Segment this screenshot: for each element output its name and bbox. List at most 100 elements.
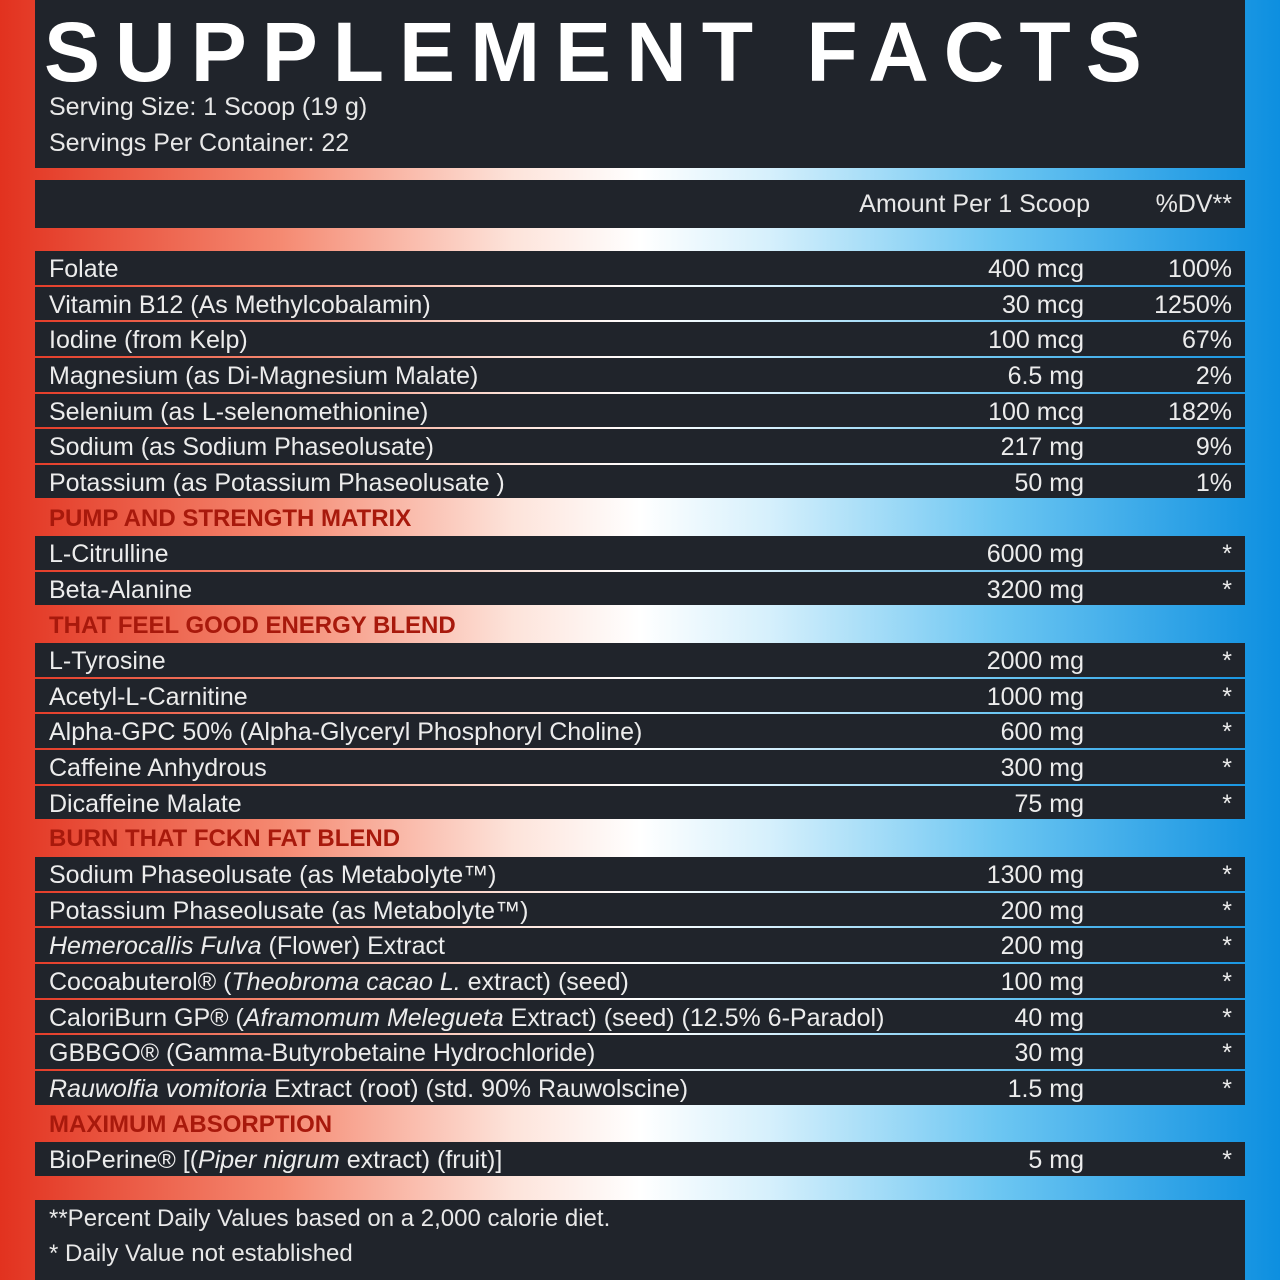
daily-value: 9% bbox=[1195, 433, 1232, 462]
ingredient-row: Beta-Alanine 3200 mg * bbox=[35, 571, 1245, 608]
daily-value: * bbox=[1222, 647, 1232, 676]
daily-value: * bbox=[1222, 1146, 1232, 1175]
ingredient-name: Hemerocallis Fulva (Flower) Extract bbox=[49, 928, 445, 964]
ingredient-row: Sodium (as Sodium Phaseolusate) 217 mg 9% bbox=[35, 429, 1245, 463]
amount: 400 mcg bbox=[988, 255, 1084, 283]
ingredient-name: GBBGO® (Gamma-Butyrobetaine Hydrochlorid… bbox=[49, 1035, 595, 1071]
amount: 3200 mg bbox=[986, 575, 1084, 604]
amount: 200 mg bbox=[1000, 932, 1084, 961]
section-row: BURN THAT FCKN FAT BLEND bbox=[35, 821, 1245, 855]
daily-value: 100% bbox=[1168, 255, 1232, 283]
name-part: Potassium Phaseolusate (as Metabolyte™) bbox=[49, 896, 529, 925]
ingredient-name: Sodium Phaseolusate (as Metabolyte™) bbox=[49, 857, 496, 893]
section-title: THAT FEEL GOOD ENERGY BLEND bbox=[49, 611, 456, 639]
ingredient-row: Dicaffeine Malate 75 mg * bbox=[35, 785, 1245, 820]
name-part: Acetyl-L-Carnitine bbox=[49, 682, 248, 711]
serving-size: Serving Size: 1 Scoop (19 g) bbox=[49, 93, 368, 121]
section-title: BURN THAT FCKN FAT BLEND bbox=[49, 825, 401, 853]
daily-value: 182% bbox=[1168, 397, 1232, 426]
ingredient-row: Acetyl-L-Carnitine 1000 mg * bbox=[35, 678, 1245, 715]
name-part: BioPerine® [( bbox=[49, 1146, 199, 1175]
daily-value: 1250% bbox=[1154, 290, 1232, 319]
section-title: PUMP AND STRENGTH MATRIX bbox=[49, 504, 412, 532]
daily-value: 2% bbox=[1195, 361, 1232, 390]
servings-per-container: Servings Per Container: 22 bbox=[49, 129, 350, 157]
daily-value: * bbox=[1222, 682, 1232, 711]
daily-value: * bbox=[1222, 1074, 1232, 1103]
dv-header: %DV** bbox=[1155, 190, 1232, 218]
amount-header: Amount Per 1 Scoop bbox=[859, 190, 1090, 218]
name-part: Extract) (seed) (12.5% 6-Paradol) bbox=[503, 1003, 885, 1032]
name-part: Dicaffeine Malate bbox=[49, 789, 242, 818]
amount: 600 mg bbox=[1000, 718, 1084, 747]
amount: 50 mg bbox=[1014, 468, 1084, 497]
ingredient-name: Cocoabuterol® (Theobroma cacao L. extrac… bbox=[49, 964, 629, 1000]
ingredient-row: Rauwolfia vomitoria Extract (root) (std.… bbox=[35, 1070, 1245, 1107]
daily-value: * bbox=[1222, 540, 1232, 569]
name-part: Sodium (as Sodium Phaseolusate) bbox=[49, 433, 434, 462]
daily-value: * bbox=[1222, 1039, 1232, 1068]
daily-value: 1% bbox=[1195, 468, 1232, 497]
title: SUPPLEMENT FACTS bbox=[44, 5, 1157, 99]
ingredient-name: Iodine (from Kelp) bbox=[49, 322, 248, 358]
daily-value: * bbox=[1222, 932, 1232, 961]
ingredient-name: Vitamin B12 (As Methylcobalamin) bbox=[49, 287, 431, 323]
amount: 30 mcg bbox=[1002, 290, 1084, 319]
name-part: Iodine (from Kelp) bbox=[49, 326, 248, 355]
header-row bbox=[35, 180, 1245, 228]
amount: 75 mg bbox=[1014, 789, 1084, 818]
ingredient-row: L-Tyrosine 2000 mg * bbox=[35, 643, 1245, 677]
daily-value: * bbox=[1222, 575, 1232, 604]
amount: 6000 mg bbox=[986, 540, 1084, 569]
footnote: **Percent Daily Values based on a 2,000 … bbox=[49, 1205, 611, 1232]
ingredient-name: Caffeine Anhydrous bbox=[49, 750, 267, 786]
name-part: Hemerocallis Fulva bbox=[49, 932, 262, 961]
amount: 100 mg bbox=[1000, 968, 1084, 996]
ingredient-row: Hemerocallis Fulva (Flower) Extract 200 m… bbox=[35, 928, 1245, 962]
ingredient-name: Rauwolfia vomitoria Extract (root) (std.… bbox=[49, 1071, 688, 1107]
amount: 300 mg bbox=[1000, 754, 1084, 783]
amount: 100 mcg bbox=[988, 326, 1084, 355]
amount: 1.5 mg bbox=[1007, 1074, 1084, 1103]
ingredient-name: Acetyl-L-Carnitine bbox=[49, 679, 248, 715]
name-part: Alpha-GPC 50% (Alpha-Glyceryl Phosphoryl… bbox=[49, 718, 643, 747]
section-row: PUMP AND STRENGTH MATRIX bbox=[35, 501, 1245, 535]
ingredient-name: Beta-Alanine bbox=[49, 572, 192, 608]
ingredient-name: Sodium (as Sodium Phaseolusate) bbox=[49, 429, 434, 465]
amount: 100 mcg bbox=[988, 397, 1084, 426]
section-title: MAXIMUM ABSORPTION bbox=[49, 1110, 333, 1138]
ingredient-row: Potassium Phaseolusate (as Metabolyte™) 2… bbox=[35, 892, 1245, 929]
section-row: MAXIMUM ABSORPTION bbox=[35, 1107, 1245, 1141]
amount: 217 mg bbox=[1000, 433, 1084, 462]
amount: 40 mg bbox=[1014, 1003, 1084, 1032]
name-part: Piper nigrum bbox=[198, 1146, 340, 1175]
ingredient-row: Selenium (as L-selenomethionine) 100 mcg 1… bbox=[35, 393, 1245, 428]
amount: 5 mg bbox=[1028, 1146, 1084, 1175]
ingredient-row: Sodium Phaseolusate (as Metabolyte™) 1300… bbox=[35, 857, 1245, 891]
ingredient-row: Cocoabuterol® (Theobroma cacao L. extrac… bbox=[35, 964, 1245, 998]
ingredient-name: Potassium Phaseolusate (as Metabolyte™) bbox=[49, 893, 528, 929]
ingredient-row: Vitamin B12 (As Methylcobalamin) 30 mcg 12… bbox=[35, 286, 1245, 323]
ingredient-row: Caffeine Anhydrous 300 mg * bbox=[35, 750, 1245, 784]
amount: 30 mg bbox=[1014, 1039, 1084, 1068]
name-part: Aframomum Melegueta bbox=[243, 1003, 504, 1032]
name-part: Sodium Phaseolusate (as Metabolyte™) bbox=[49, 861, 497, 890]
ingredient-name: Folate bbox=[49, 251, 118, 287]
ingredient-name: Potassium (as Potassium Phaseolusate ) bbox=[49, 465, 505, 501]
title-panel bbox=[35, 0, 1245, 168]
ingredient-name: L-Tyrosine bbox=[49, 643, 166, 679]
name-part: (Flower) Extract bbox=[261, 932, 445, 961]
name-part: extract) (fruit)] bbox=[339, 1146, 503, 1175]
name-part: Cocoabuterol® ( bbox=[49, 968, 232, 996]
daily-value: * bbox=[1222, 718, 1232, 747]
name-part: L-Citrulline bbox=[49, 540, 169, 569]
name-part: Vitamin B12 (As Methylcobalamin) bbox=[49, 290, 431, 319]
name-part: Caffeine Anhydrous bbox=[49, 754, 267, 783]
ingredient-row: BioPerine® [(Piper nigrum extract) (frui… bbox=[35, 1142, 1245, 1176]
ingredient-name: BioPerine® [(Piper nigrum extract) (frui… bbox=[49, 1142, 502, 1178]
amount: 1300 mg bbox=[986, 861, 1084, 890]
name-part: GBBGO® (Gamma-Butyrobetaine Hydrochlorid… bbox=[49, 1039, 596, 1068]
ingredient-row: L-Citrulline 6000 mg * bbox=[35, 536, 1245, 570]
name-part: extract) (seed) bbox=[460, 968, 629, 996]
